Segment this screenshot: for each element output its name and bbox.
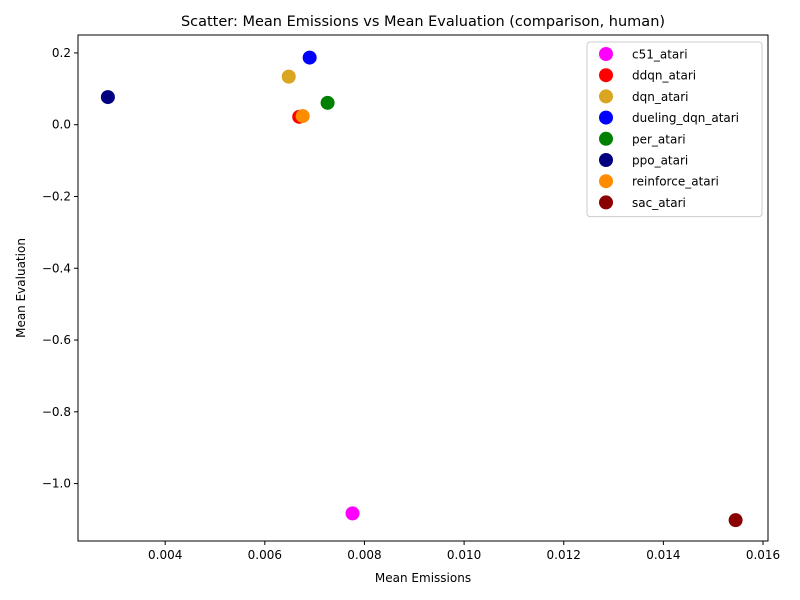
data-point-c51-atari (345, 506, 360, 521)
legend-label: sac_atari (632, 196, 686, 210)
legend-label: reinforce_atari (632, 175, 719, 189)
legend-label: dqn_atari (632, 90, 689, 104)
x-tick-label: 0.014 (646, 548, 680, 562)
legend-marker (599, 68, 613, 83)
data-point-sac-atari (728, 513, 743, 528)
x-tick-label: 0.006 (248, 548, 282, 562)
legend-label: per_atari (632, 132, 686, 146)
x-tick-label: 0.008 (347, 548, 381, 562)
y-tick-label: −0.6 (42, 333, 71, 347)
points-layer (100, 50, 743, 528)
y-tick-label: 0.2 (52, 46, 71, 60)
legend-marker (599, 110, 613, 125)
legend: c51_atari ddqn_atari dqn_atari dueling_dqn_… (586, 41, 763, 218)
x-tick-label: 0.012 (547, 548, 581, 562)
y-axis: 0.2 0.0 −0.2 −0.4 −0.6 −0.8 −1.0 (42, 46, 78, 491)
x-tick-label: 0.016 (746, 548, 780, 562)
legend-box (586, 41, 763, 218)
legend-label: dueling_dqn_atari (632, 111, 739, 125)
plot-frame (77, 34, 769, 542)
x-axis-label: Mean Emissions (375, 571, 471, 585)
legend-marker (599, 131, 613, 146)
y-tick-label: −1.0 (42, 477, 71, 491)
x-axis: 0.004 0.006 0.008 0.010 0.012 0.014 0.016 (148, 541, 780, 562)
x-tick-label: 0.004 (148, 548, 182, 562)
legend-marker (599, 174, 613, 189)
legend-label: ppo_atari (632, 154, 688, 168)
data-point-ppo-atari (100, 90, 115, 105)
data-point-per-atari (320, 95, 335, 110)
data-point-dueling-dqn-atari (302, 50, 317, 65)
y-tick-label: −0.4 (42, 261, 71, 275)
data-point-reinforce-atari (295, 109, 310, 124)
legend-label: ddqn_atari (632, 69, 696, 83)
chart-title: Scatter: Mean Emissions vs Mean Evaluati… (181, 14, 665, 30)
y-tick-label: −0.2 (42, 189, 71, 203)
legend-marker (599, 153, 613, 167)
legend-marker (599, 47, 613, 61)
legend-marker (599, 89, 613, 104)
y-axis-label: Mean Evaluation (14, 238, 28, 338)
legend-marker (599, 195, 613, 210)
x-tick-label: 0.010 (447, 548, 481, 562)
legend-label: c51_atari (632, 48, 688, 62)
y-tick-label: 0.0 (52, 118, 71, 132)
data-point-dqn-atari (281, 69, 296, 84)
y-tick-label: −0.8 (42, 405, 71, 419)
